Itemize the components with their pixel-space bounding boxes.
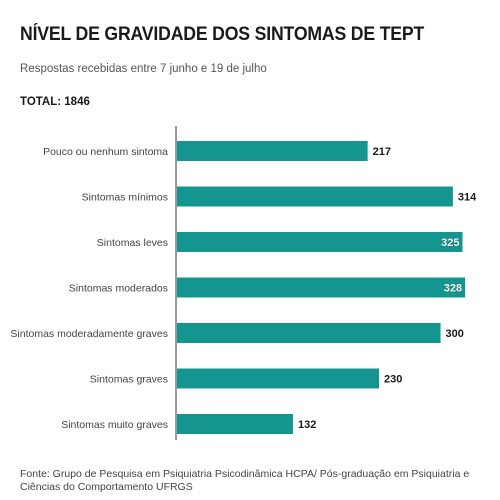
bar xyxy=(177,323,441,343)
category-label: Sintomas mínimos xyxy=(82,192,168,204)
total-count: TOTAL: 1846 xyxy=(20,96,90,108)
value-label: 325 xyxy=(441,237,459,249)
category-label: Sintomas leves xyxy=(97,237,168,249)
category-label: Sintomas moderadamente graves xyxy=(10,328,168,340)
category-label: Sintomas moderados xyxy=(69,283,168,295)
value-label: 230 xyxy=(384,374,402,386)
bar xyxy=(177,414,293,434)
value-label: 217 xyxy=(373,146,391,158)
value-label: 132 xyxy=(298,419,316,431)
chart-subtitle: Respostas recebidas entre 7 junho e 19 d… xyxy=(20,63,267,75)
value-label: 300 xyxy=(446,328,464,340)
bar xyxy=(177,232,463,252)
value-label: 314 xyxy=(458,192,477,204)
bar xyxy=(177,141,368,161)
chart-title: NÍVEL DE GRAVIDADE DOS SINTOMAS DE TEPT xyxy=(20,24,425,45)
value-label: 328 xyxy=(444,283,462,295)
category-label: Pouco ou nenhum sintoma xyxy=(43,146,168,158)
bar xyxy=(177,277,466,298)
bar xyxy=(177,368,380,389)
category-label: Sintomas graves xyxy=(90,374,168,386)
source-note: Fonte: Grupo de Pesquisa em Psiquiatria … xyxy=(20,468,470,493)
bar xyxy=(177,186,453,207)
category-label: Sintomas muito graves xyxy=(61,419,168,431)
